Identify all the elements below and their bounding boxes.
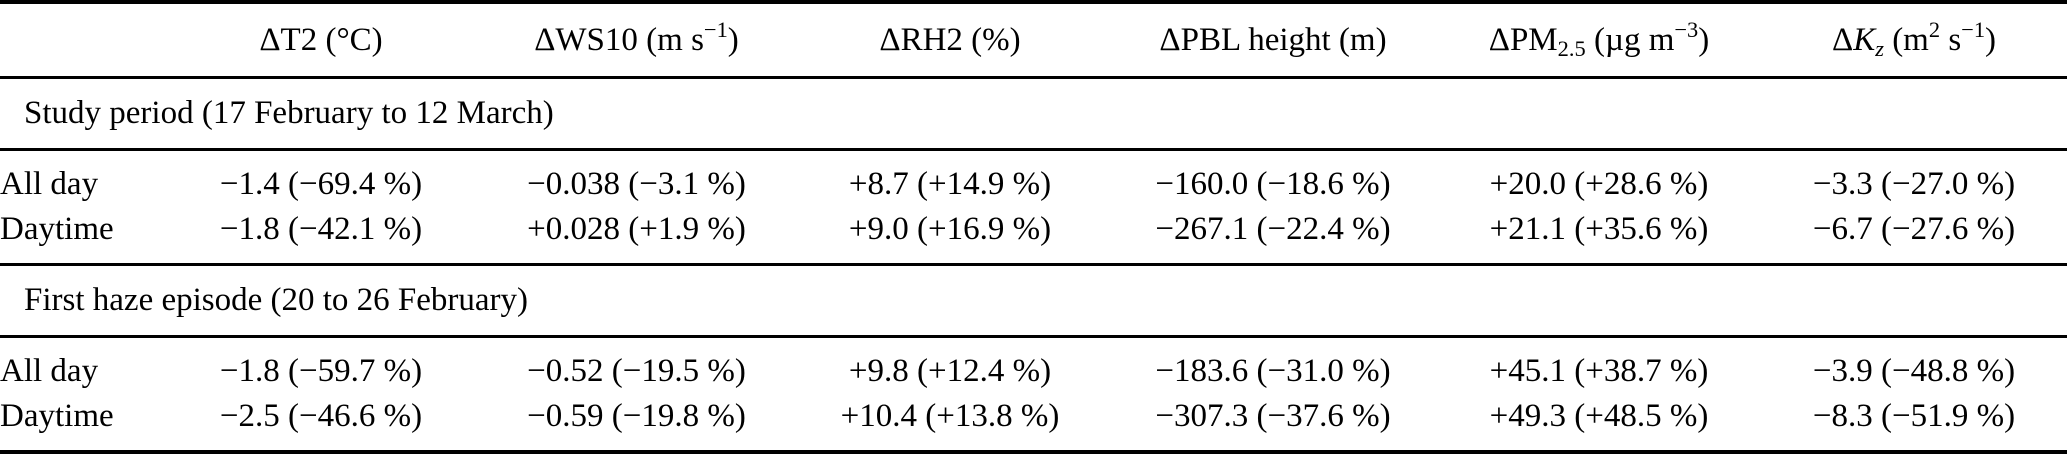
section-study-period: Study period (17 February to 12 March): [0, 77, 2067, 150]
cell-kz: −6.7 (−27.6 %): [1812, 211, 2016, 247]
col-header-delta-rh2: ΔRH2 (%): [791, 2, 1109, 78]
cell-rh2: +8.7 (+14.9 %): [848, 166, 1052, 202]
cell-pm25: +20.0 (+28.6 %): [1489, 166, 1709, 202]
header-text-part: ): [1698, 21, 1710, 58]
row-label-daytime: Daytime: [0, 211, 114, 247]
row-label-all-day: All day: [0, 353, 99, 389]
header-text-part: (µg m: [1585, 21, 1675, 58]
cell-pbl-height: −183.6 (−31.0 %): [1155, 353, 1391, 389]
cell-pbl-height: −160.0 (−18.6 %): [1155, 166, 1391, 202]
col-header-delta-pbl-height: ΔPBL height (m): [1109, 2, 1437, 78]
section-title: Study period (17 February to 12 March): [24, 95, 554, 131]
cell-t2: −1.4 (−69.4 %): [219, 166, 423, 202]
col-header-delta-ws10: ΔWS10 (m s−1): [482, 2, 791, 78]
table-row: Daytime −2.5 (−46.6 %) −0.59 (−19.8 %) +…: [0, 394, 2067, 452]
section-title: First haze episode (20 to 26 February): [24, 282, 529, 318]
header-text-part: 2: [1928, 17, 1941, 43]
header-text-part: ΔPM: [1488, 21, 1558, 58]
header-text-part: ΔRH2 (%): [879, 21, 1021, 58]
row-label-daytime: Daytime: [0, 398, 114, 434]
cell-ws10: −0.59 (−19.8 %): [527, 398, 746, 434]
cell-t2: −1.8 (−59.7 %): [219, 353, 423, 389]
table-row: All day −1.4 (−69.4 %) −0.038 (−3.1 %) +…: [0, 150, 2067, 208]
header-text-part: ΔWS10 (m s: [534, 21, 704, 58]
cell-rh2: +9.0 (+16.9 %): [848, 211, 1052, 247]
header-text-part: (m: [1883, 21, 1929, 58]
header-text-part: ΔPBL height (m): [1159, 21, 1387, 58]
header-text-part: ΔT2 (°C): [259, 21, 383, 58]
section-title-row: Study period (17 February to 12 March): [0, 77, 2067, 150]
cell-ws10: −0.038 (−3.1 %): [527, 166, 746, 202]
cell-t2: −2.5 (−46.6 %): [219, 398, 423, 434]
cell-kz: −3.9 (−48.8 %): [1812, 353, 2016, 389]
col-header-delta-t2: ΔT2 (°C): [160, 2, 482, 78]
section-title-row: First haze episode (20 to 26 February): [0, 264, 2067, 337]
section-first-haze-episode-data: All day −1.8 (−59.7 %) −0.52 (−19.5 %) +…: [0, 337, 2067, 453]
header-text-part: Δ: [1831, 21, 1854, 58]
cell-kz: −3.3 (−27.0 %): [1812, 166, 2016, 202]
cell-pm25: +45.1 (+38.7 %): [1489, 353, 1709, 389]
cell-pbl-height: −267.1 (−22.4 %): [1155, 211, 1391, 247]
corner-cell: [0, 2, 160, 78]
header-text-part: z: [1875, 35, 1884, 61]
cell-pm25: +49.3 (+48.5 %): [1489, 398, 1709, 434]
row-label-all-day: All day: [0, 166, 99, 202]
section-first-haze-episode: First haze episode (20 to 26 February): [0, 264, 2067, 337]
table-row: Daytime −1.8 (−42.1 %) +0.028 (+1.9 %) +…: [0, 207, 2067, 265]
header-text-part: −1: [1961, 17, 1986, 43]
cell-pbl-height: −307.3 (−37.6 %): [1155, 398, 1391, 434]
cell-kz: −8.3 (−51.9 %): [1812, 398, 2016, 434]
header-text-part: ): [1985, 21, 1997, 58]
cell-t2: −1.8 (−42.1 %): [219, 211, 423, 247]
table-header: ΔT2 (°C) ΔWS10 (m s−1) ΔRH2 (%) ΔPBL hei…: [0, 2, 2067, 78]
cell-ws10: −0.52 (−19.5 %): [527, 353, 746, 389]
cell-pm25: +21.1 (+35.6 %): [1489, 211, 1709, 247]
header-text-part: −1: [703, 17, 728, 43]
header-text-part: ): [727, 21, 739, 58]
col-header-delta-kz: ΔKz (m2 s−1): [1761, 2, 2067, 78]
table-row: All day −1.8 (−59.7 %) −0.52 (−19.5 %) +…: [0, 337, 2067, 395]
cell-rh2: +9.8 (+12.4 %): [848, 353, 1052, 389]
section-study-period-data: All day −1.4 (−69.4 %) −0.038 (−3.1 %) +…: [0, 150, 2067, 265]
header-text-part: −3: [1674, 17, 1699, 43]
header-text-part: s: [1940, 21, 1962, 58]
cell-rh2: +10.4 (+13.8 %): [840, 398, 1060, 434]
cell-ws10: +0.028 (+1.9 %): [527, 211, 746, 247]
header-row: ΔT2 (°C) ΔWS10 (m s−1) ΔRH2 (%) ΔPBL hei…: [0, 2, 2067, 78]
header-text-part: K: [1853, 21, 1876, 58]
header-text-part: 2.5: [1557, 35, 1586, 61]
col-header-delta-pm25: ΔPM2.5 (µg m−3): [1437, 2, 1761, 78]
